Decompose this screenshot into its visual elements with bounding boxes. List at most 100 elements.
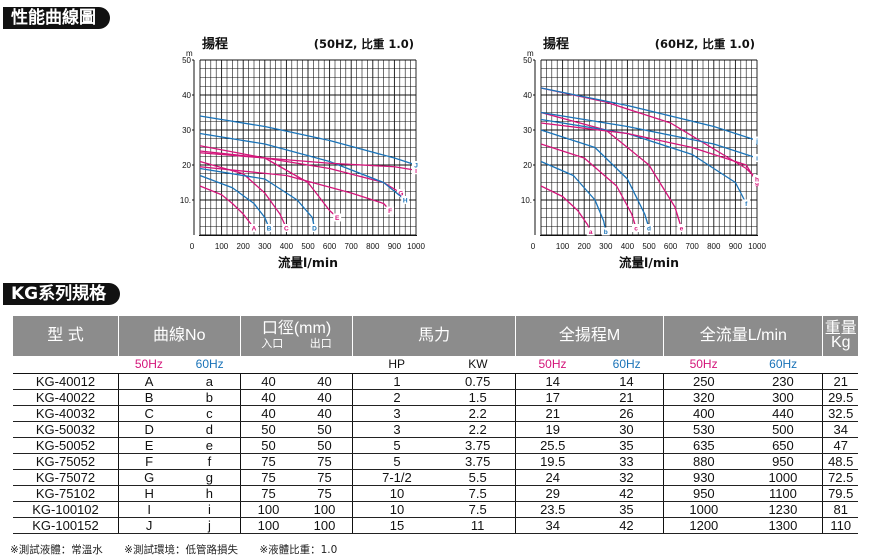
header-head: 全揚程M [514, 316, 664, 356]
note-gravity: ※液體比重：1.0 [259, 544, 338, 556]
cell-curve-60hz: e [179, 437, 241, 454]
cell-flow-60hz: 1230 [743, 501, 823, 518]
header-weight-unit: Kg [830, 334, 851, 351]
y-unit: m [527, 49, 534, 58]
x-axis-label: 流量l/min [619, 255, 679, 270]
cell-kw: 0.75 [440, 373, 516, 390]
cell-hp: 5 [352, 453, 441, 470]
x-tick-label: 500 [301, 242, 315, 251]
cell-head-60hz: 30 [589, 421, 664, 438]
series-line-d [540, 129, 650, 229]
x-tick-label: 900 [388, 242, 402, 251]
cell-head-50hz: 23.5 [514, 501, 590, 518]
x-tick-label: 300 [599, 242, 613, 251]
series-label-g: g [755, 180, 759, 187]
header-bore-out: 出口 [309, 337, 332, 350]
series-line-j [540, 87, 758, 142]
cell-outlet: 75 [296, 469, 353, 486]
series-label-f: f [745, 201, 748, 208]
cell-flow-60hz: 950 [743, 453, 823, 470]
y-tick-label: 40 [182, 91, 191, 100]
y-tick-label: 30 [523, 126, 532, 135]
series-label-j: j [755, 138, 758, 145]
cell-flow-50hz: 1200 [663, 517, 744, 534]
cell-curve-60hz: f [179, 453, 241, 470]
x-tick-label: 700 [686, 242, 700, 251]
series-label-bg-e [677, 224, 686, 232]
cell-outlet: 100 [296, 517, 353, 534]
cell-flow-50hz: 530 [663, 421, 744, 438]
cell-model: KG-50052 [13, 437, 119, 454]
cell-head-60hz: 35 [589, 437, 664, 454]
header-weight: 重量 Kg [822, 316, 858, 356]
series-label-bg-H [401, 196, 410, 204]
header-weight-label: 重量 [824, 320, 857, 337]
y-tick-label: 50 [523, 56, 532, 65]
test-notes: ※測試液體：常溫水 ※測試環境：低管路損失 ※液體比重：1.0 [10, 542, 355, 557]
cell-model: KG-50032 [13, 421, 119, 438]
cell-inlet: 50 [239, 421, 297, 438]
cell-outlet: 75 [296, 485, 353, 502]
cell-head-50hz: 34 [514, 517, 590, 534]
cell-head-50hz: 29 [514, 485, 590, 502]
series-line-f [540, 118, 747, 204]
cell-head-60hz: 21 [589, 389, 664, 406]
series-label-bg-E [333, 213, 342, 222]
series-label-bg-d [645, 224, 653, 232]
cell-model: KG-75102 [13, 485, 119, 502]
cell-weight: 48.5 [822, 453, 858, 470]
series-line-A [199, 185, 255, 229]
cell-kw: 1.5 [440, 389, 516, 406]
cell-head-50hz: 17 [514, 389, 590, 406]
series-label-B: B [267, 226, 272, 233]
cell-curve-50hz: E [118, 437, 180, 454]
subheader-flow-60hz: 60Hz [743, 356, 823, 374]
cell-curve-60hz: j [179, 517, 241, 534]
series-label-d: d [647, 226, 651, 233]
cell-head-60hz: 26 [589, 405, 664, 422]
cell-outlet: 40 [296, 373, 353, 390]
y-tick-label: 10. [180, 196, 191, 205]
cell-weight: 21 [822, 373, 858, 390]
cell-curve-50hz: J [118, 517, 180, 534]
cell-flow-60hz: 440 [743, 405, 823, 422]
subheader-empty [296, 356, 353, 374]
note-environment: ※測試環境：低管路損失 [124, 544, 238, 556]
x-tick-label: 200 [237, 242, 251, 251]
header-power: 馬力 [352, 316, 516, 356]
cell-flow-50hz: 250 [663, 373, 744, 390]
cell-outlet: 100 [296, 501, 353, 518]
cell-head-60hz: 32 [589, 469, 664, 486]
series-label-bg-A [250, 224, 258, 232]
chart-60hz: 揚程 (60HZ, 比重 1.0) m 0 100 200 300 400 500 600 700 8… [521, 36, 767, 270]
series-line-I [199, 152, 417, 171]
cell-hp: 3 [352, 405, 441, 422]
x-axis-label: 流量l/min [278, 255, 338, 270]
series-label-bg-f [742, 199, 751, 208]
chart-title-left: 揚程 [202, 36, 228, 52]
cell-curve-60hz: b [179, 389, 241, 406]
cell-flow-60hz: 1100 [743, 485, 823, 502]
grid [199, 59, 417, 236]
series-label-bg-C [282, 224, 291, 232]
cell-hp: 7-1/2 [352, 469, 441, 486]
cell-inlet: 75 [239, 469, 297, 486]
cell-curve-60hz: g [179, 469, 241, 486]
x-axis-line [199, 235, 417, 236]
cell-head-50hz: 19 [514, 421, 590, 438]
subheader-flow-50hz: 50Hz [663, 356, 744, 374]
series-line-B [199, 174, 270, 229]
cell-model: KG-100102 [13, 501, 119, 518]
cell-inlet: 40 [239, 389, 297, 406]
cell-head-60hz: 14 [589, 373, 664, 390]
cell-model: KG-40012 [13, 373, 119, 390]
chart-title-left: 揚程 [543, 36, 569, 52]
series-line-c [540, 143, 637, 229]
series-label-a: a [589, 229, 593, 236]
x-tick-label: 900 [729, 242, 743, 251]
